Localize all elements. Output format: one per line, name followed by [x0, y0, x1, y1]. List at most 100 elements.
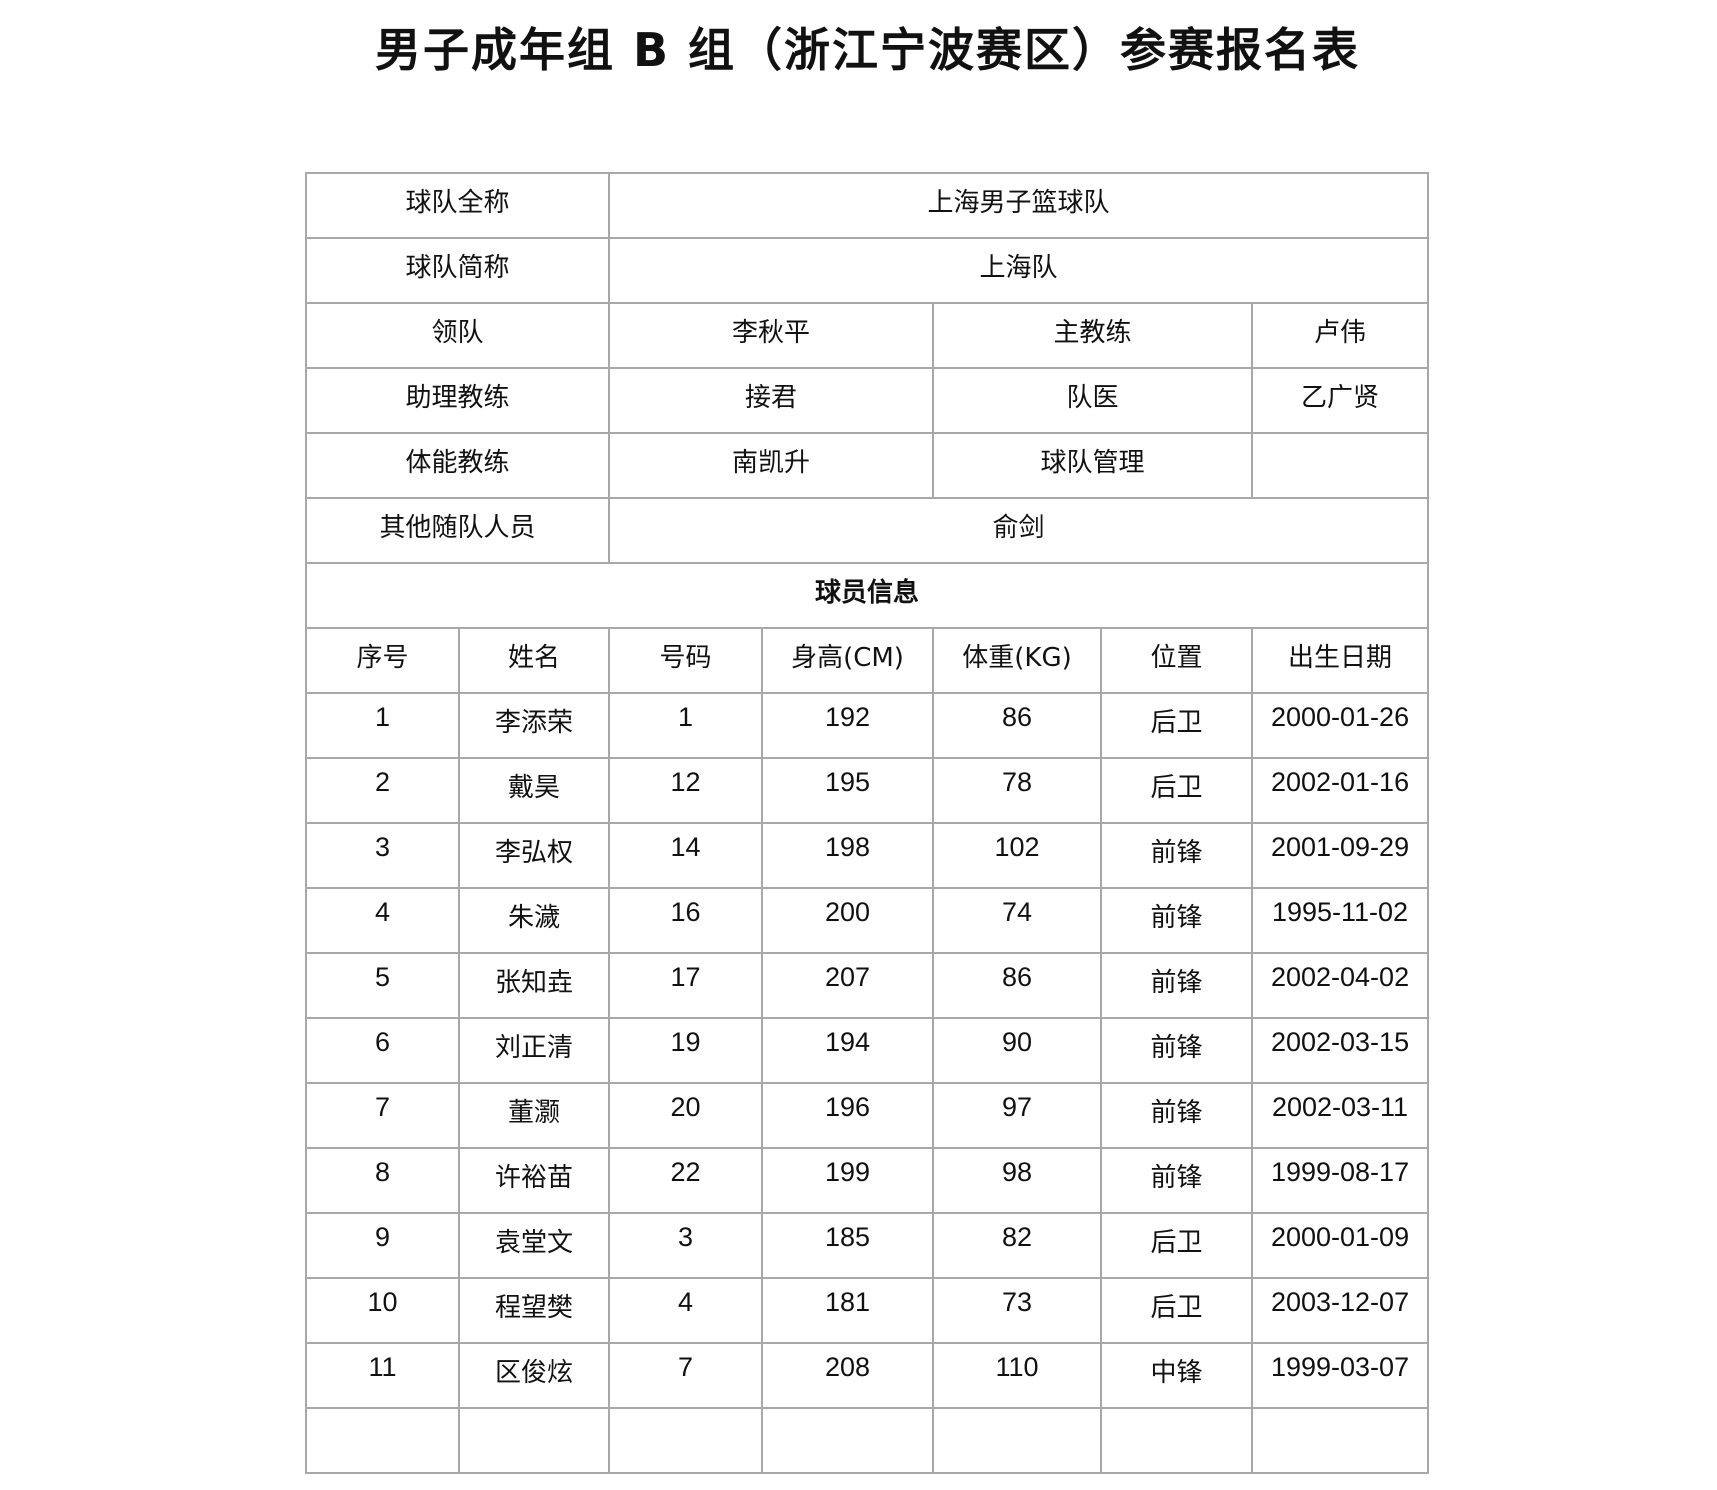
player-number: 12 — [608, 757, 764, 824]
short-name-label: 球队简称 — [304, 237, 611, 304]
clipped-cell — [608, 1407, 764, 1474]
player-number: 14 — [608, 822, 764, 889]
player-weight: 110 — [932, 1342, 1103, 1409]
player-position: 后卫 — [1100, 1277, 1254, 1344]
player-name: 张知垚 — [457, 952, 611, 1019]
player-position: 前锋 — [1100, 952, 1254, 1019]
player-number: 20 — [608, 1082, 764, 1149]
clipped-cell — [305, 1407, 460, 1474]
player-weight: 98 — [932, 1147, 1103, 1214]
full-name-label: 球队全称 — [304, 172, 611, 239]
player-name: 朱濊 — [457, 887, 611, 954]
player-number: 19 — [608, 1017, 764, 1084]
player-weight: 78 — [932, 757, 1103, 824]
assistant-coach-label: 助理教练 — [304, 367, 611, 434]
player-position: 前锋 — [1100, 1082, 1254, 1149]
player-number: 4 — [608, 1277, 764, 1344]
player-name: 戴昊 — [457, 757, 611, 824]
player-row: 4 朱濊 16 200 74 前锋 1995-11-02 — [305, 887, 1430, 954]
player-birthdate: 2000-01-09 — [1251, 1212, 1430, 1279]
player-index: 9 — [305, 1212, 460, 1279]
column-header: 位置 — [1100, 627, 1254, 694]
row-leader: 领队 李秋平 主教练 卢伟 — [304, 302, 1430, 369]
page-title: 男子成年组 B 组（浙江宁波赛区）参赛报名表 — [374, 23, 1361, 77]
fitness-coach-value: 南凯升 — [608, 432, 935, 499]
player-height: 207 — [761, 952, 935, 1019]
leader-value: 李秋平 — [608, 302, 935, 369]
player-birthdate: 1995-11-02 — [1251, 887, 1430, 954]
assistant-coach-value: 接君 — [608, 367, 935, 434]
player-position: 中锋 — [1100, 1342, 1254, 1409]
column-header: 序号 — [305, 627, 460, 694]
row-short-name: 球队简称 上海队 — [304, 237, 1430, 304]
leader-label: 领队 — [304, 302, 611, 369]
player-height: 208 — [761, 1342, 935, 1409]
row-others: 其他随队人员 俞剑 — [304, 497, 1430, 564]
head-coach-label: 主教练 — [932, 302, 1254, 369]
player-row: 6 刘正清 19 194 90 前锋 2002-03-15 — [305, 1017, 1430, 1084]
player-row: 10 程望樊 4 181 73 后卫 2003-12-07 — [305, 1277, 1430, 1344]
player-name: 李添荣 — [457, 692, 611, 759]
player-weight: 74 — [932, 887, 1103, 954]
manager-label: 球队管理 — [932, 432, 1254, 499]
player-birthdate: 2001-09-29 — [1251, 822, 1430, 889]
player-weight: 86 — [932, 692, 1103, 759]
player-name: 程望樊 — [457, 1277, 611, 1344]
player-name: 区俊炫 — [457, 1342, 611, 1409]
column-header: 姓名 — [457, 627, 611, 694]
player-row: 9 袁堂文 3 185 82 后卫 2000-01-09 — [305, 1212, 1430, 1279]
player-weight: 90 — [932, 1017, 1103, 1084]
doctor-label: 队医 — [932, 367, 1254, 434]
player-birthdate: 2003-12-07 — [1251, 1277, 1430, 1344]
column-header: 体重(KG) — [932, 627, 1103, 694]
row-full-name: 球队全称 上海男子篮球队 — [304, 172, 1430, 239]
player-height: 199 — [761, 1147, 935, 1214]
player-row: 2 戴昊 12 195 78 后卫 2002-01-16 — [305, 757, 1430, 824]
player-number: 22 — [608, 1147, 764, 1214]
player-index: 7 — [305, 1082, 460, 1149]
player-weight: 86 — [932, 952, 1103, 1019]
row-fitness: 体能教练 南凯升 球队管理 — [304, 432, 1430, 499]
full-name-value: 上海男子篮球队 — [608, 172, 1430, 239]
others-value: 俞剑 — [608, 497, 1430, 564]
clipped-cell — [1251, 1407, 1430, 1474]
clipped-cell — [1100, 1407, 1254, 1474]
clipped-cell — [761, 1407, 935, 1474]
player-weight: 97 — [932, 1082, 1103, 1149]
player-number: 3 — [608, 1212, 764, 1279]
player-row: 1 李添荣 1 192 86 后卫 2000-01-26 — [305, 692, 1430, 759]
player-name: 袁堂文 — [457, 1212, 611, 1279]
player-row: 8 许裕苗 22 199 98 前锋 1999-08-17 — [305, 1147, 1430, 1214]
fitness-coach-label: 体能教练 — [304, 432, 611, 499]
player-number: 16 — [608, 887, 764, 954]
player-name: 董灏 — [457, 1082, 611, 1149]
players-header-row: 序号 姓名 号码 身高(CM) 体重(KG) 位置 出生日期 — [305, 627, 1430, 694]
player-number: 1 — [608, 692, 764, 759]
players-section-heading: 球员信息 — [304, 562, 1430, 629]
player-name: 刘正清 — [457, 1017, 611, 1084]
player-weight: 102 — [932, 822, 1103, 889]
row-assistant: 助理教练 接君 队医 乙广贤 — [304, 367, 1430, 434]
player-index: 5 — [305, 952, 460, 1019]
row-players-section: 球员信息 — [304, 562, 1430, 629]
clipped-cell — [932, 1407, 1103, 1474]
player-name: 许裕苗 — [457, 1147, 611, 1214]
player-weight: 73 — [932, 1277, 1103, 1344]
player-birthdate: 2002-04-02 — [1251, 952, 1430, 1019]
player-birthdate: 1999-08-17 — [1251, 1147, 1430, 1214]
player-index: 3 — [305, 822, 460, 889]
player-height: 198 — [761, 822, 935, 889]
player-birthdate: 2000-01-26 — [1251, 692, 1430, 759]
column-header: 身高(CM) — [761, 627, 935, 694]
player-position: 后卫 — [1100, 692, 1254, 759]
manager-value — [1251, 432, 1430, 499]
player-birthdate: 2002-03-11 — [1251, 1082, 1430, 1149]
player-height: 185 — [761, 1212, 935, 1279]
player-row: 11 区俊炫 7 208 110 中锋 1999-03-07 — [305, 1342, 1430, 1409]
player-height: 196 — [761, 1082, 935, 1149]
player-row: 7 董灏 20 196 97 前锋 2002-03-11 — [305, 1082, 1430, 1149]
player-birthdate: 2002-03-15 — [1251, 1017, 1430, 1084]
player-height: 194 — [761, 1017, 935, 1084]
player-position: 前锋 — [1100, 1147, 1254, 1214]
short-name-value: 上海队 — [608, 237, 1430, 304]
